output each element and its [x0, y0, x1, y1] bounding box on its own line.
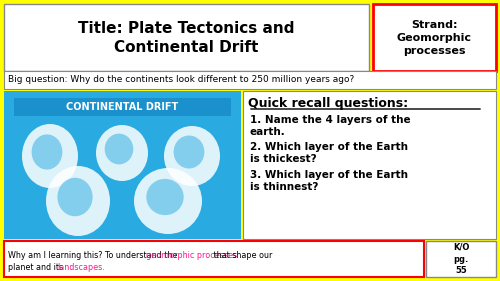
- Text: geomorphic processes: geomorphic processes: [146, 250, 237, 259]
- Ellipse shape: [22, 124, 78, 188]
- Text: 1. Name the 4 layers of the
earth.: 1. Name the 4 layers of the earth.: [250, 115, 410, 137]
- Text: Big question: Why do the continents look different to 250 million years ago?: Big question: Why do the continents look…: [8, 76, 354, 85]
- Ellipse shape: [164, 126, 220, 186]
- Ellipse shape: [96, 125, 148, 181]
- Text: 2. Which layer of the Earth
is thickest?: 2. Which layer of the Earth is thickest?: [250, 142, 408, 164]
- FancyBboxPatch shape: [4, 241, 424, 277]
- Text: landscapes.: landscapes.: [57, 262, 105, 271]
- FancyBboxPatch shape: [243, 91, 496, 239]
- Ellipse shape: [46, 166, 110, 236]
- Ellipse shape: [146, 179, 184, 215]
- Ellipse shape: [134, 168, 202, 234]
- Text: Quick recall questions:: Quick recall questions:: [248, 98, 408, 110]
- Ellipse shape: [58, 178, 92, 216]
- FancyBboxPatch shape: [14, 98, 231, 116]
- Ellipse shape: [104, 133, 134, 164]
- Text: Strand:
Geomorphic
processes: Strand: Geomorphic processes: [396, 20, 471, 56]
- Text: that shape our: that shape our: [212, 250, 272, 259]
- Text: K/O
pg.
55: K/O pg. 55: [453, 243, 469, 275]
- FancyBboxPatch shape: [426, 241, 496, 277]
- Text: Title: Plate Tectonics and
Continental Drift: Title: Plate Tectonics and Continental D…: [78, 21, 294, 55]
- FancyBboxPatch shape: [4, 91, 241, 239]
- Ellipse shape: [174, 135, 204, 169]
- Ellipse shape: [32, 134, 62, 170]
- FancyBboxPatch shape: [4, 71, 496, 89]
- Text: CONTINENTAL DRIFT: CONTINENTAL DRIFT: [66, 102, 178, 112]
- Text: planet and its: planet and its: [8, 262, 66, 271]
- Text: Why am I learning this? To understand the: Why am I learning this? To understand th…: [8, 250, 180, 259]
- FancyBboxPatch shape: [373, 4, 496, 71]
- FancyBboxPatch shape: [4, 4, 369, 71]
- Text: 3. Which layer of the Earth
is thinnest?: 3. Which layer of the Earth is thinnest?: [250, 170, 408, 192]
